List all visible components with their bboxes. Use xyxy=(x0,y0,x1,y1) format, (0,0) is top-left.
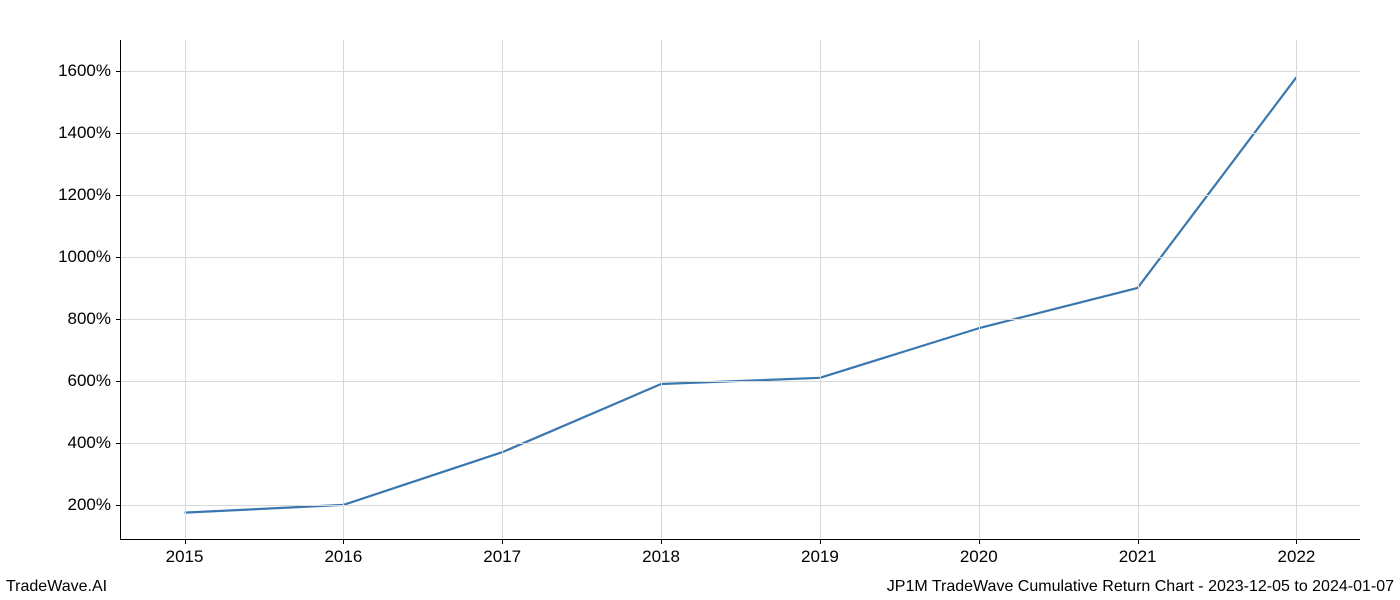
x-tick-label: 2019 xyxy=(801,547,839,567)
y-tick-label: 1000% xyxy=(58,247,111,267)
x-tick-label: 2015 xyxy=(166,547,204,567)
chart-container: 200%400%600%800%1000%1200%1400%1600%2015… xyxy=(120,40,1360,540)
y-tick-mark xyxy=(116,319,121,320)
y-tick-label: 1200% xyxy=(58,185,111,205)
y-tick-mark xyxy=(116,71,121,72)
y-tick-mark xyxy=(116,381,121,382)
grid-line-horizontal xyxy=(121,443,1360,444)
return-line xyxy=(185,77,1297,512)
footer-left-label: TradeWave.AI xyxy=(6,578,107,596)
x-tick-mark xyxy=(661,539,662,544)
x-tick-mark xyxy=(185,539,186,544)
y-tick-mark xyxy=(116,257,121,258)
x-tick-label: 2022 xyxy=(1278,547,1316,567)
grid-line-vertical xyxy=(661,40,662,539)
x-tick-mark xyxy=(502,539,503,544)
grid-line-horizontal xyxy=(121,381,1360,382)
y-tick-label: 600% xyxy=(68,371,111,391)
y-tick-mark xyxy=(116,133,121,134)
x-tick-mark xyxy=(1138,539,1139,544)
grid-line-vertical xyxy=(1296,40,1297,539)
footer-right-label: JP1M TradeWave Cumulative Return Chart -… xyxy=(887,578,1394,596)
y-tick-label: 1400% xyxy=(58,123,111,143)
x-tick-mark xyxy=(1296,539,1297,544)
x-tick-label: 2016 xyxy=(324,547,362,567)
grid-line-vertical xyxy=(343,40,344,539)
grid-line-vertical xyxy=(502,40,503,539)
grid-line-horizontal xyxy=(121,133,1360,134)
grid-line-vertical xyxy=(185,40,186,539)
x-tick-label: 2018 xyxy=(642,547,680,567)
grid-line-horizontal xyxy=(121,505,1360,506)
y-tick-mark xyxy=(116,505,121,506)
y-tick-mark xyxy=(116,195,121,196)
x-tick-mark xyxy=(979,539,980,544)
x-tick-label: 2017 xyxy=(483,547,521,567)
grid-line-horizontal xyxy=(121,319,1360,320)
y-tick-label: 400% xyxy=(68,433,111,453)
grid-line-vertical xyxy=(1138,40,1139,539)
y-tick-mark xyxy=(116,443,121,444)
line-series xyxy=(121,40,1360,539)
grid-line-horizontal xyxy=(121,71,1360,72)
grid-line-horizontal xyxy=(121,195,1360,196)
y-tick-label: 800% xyxy=(68,309,111,329)
y-tick-label: 1600% xyxy=(58,61,111,81)
grid-line-vertical xyxy=(820,40,821,539)
x-tick-label: 2020 xyxy=(960,547,998,567)
x-tick-mark xyxy=(343,539,344,544)
x-tick-mark xyxy=(820,539,821,544)
plot-area: 200%400%600%800%1000%1200%1400%1600%2015… xyxy=(120,40,1360,540)
y-tick-label: 200% xyxy=(68,495,111,515)
grid-line-horizontal xyxy=(121,257,1360,258)
grid-line-vertical xyxy=(979,40,980,539)
x-tick-label: 2021 xyxy=(1119,547,1157,567)
